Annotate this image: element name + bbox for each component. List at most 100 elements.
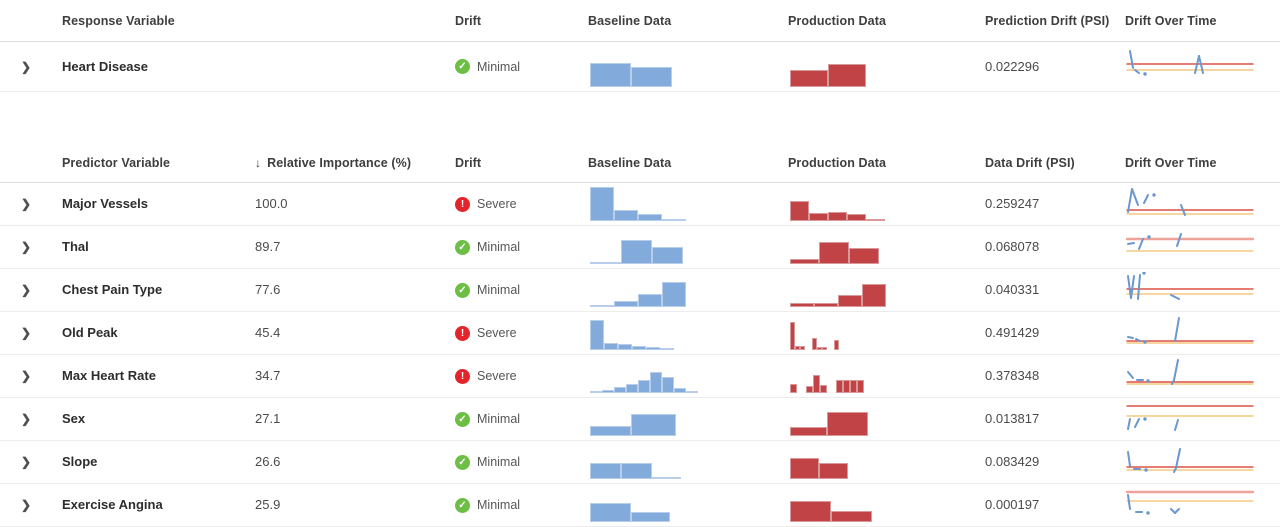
minimal-check-icon: ✓ [455, 59, 470, 74]
drift-over-time-sparkline [1125, 313, 1280, 354]
col-header-prediction-drift-psi[interactable]: Prediction Drift (PSI) [985, 13, 1110, 28]
baseline-histogram [588, 357, 788, 397]
expand-chevron-icon[interactable]: ❯ [21, 326, 32, 340]
importance-cell: 27.1 [255, 410, 455, 428]
importance-cell: 45.4 [255, 324, 455, 342]
table-row: ❯ Slope 26.6 ✓ Minimal 0.083429 [0, 441, 1280, 484]
table-row: ❯ Major Vessels 100.0 ! Severe 0.259247 [0, 183, 1280, 226]
psi-cell: 0.259247 [985, 195, 1125, 213]
baseline-histogram [588, 228, 788, 268]
minimal-check-icon: ✓ [455, 282, 470, 298]
col-header-baseline-data[interactable]: Baseline Data [588, 156, 672, 170]
psi-value: 0.013817 [985, 411, 1040, 426]
drift-over-time-sparkline [1125, 485, 1280, 526]
expand-cell: ❯ [0, 367, 62, 385]
severe-alert-icon: ! [455, 196, 470, 212]
drift-status-cell: ✓ Minimal [455, 454, 588, 470]
variable-cell: Max Heart Rate [62, 367, 255, 385]
drift-status-cell: ! Severe [455, 325, 588, 341]
col-header-drift-over-time[interactable]: Drift Over Time [1125, 156, 1217, 170]
psi-value: 0.040331 [985, 282, 1040, 297]
importance-value: 25.9 [255, 497, 281, 512]
production-histogram [788, 400, 985, 440]
psi-cell: 0.040331 [985, 281, 1125, 299]
drift-status-cell: ! Severe [455, 368, 588, 384]
table-row: ❯ Heart Disease ✓ Minimal 0.022296 [0, 42, 1280, 92]
variable-name: Slope [62, 454, 98, 469]
production-histogram [788, 228, 985, 268]
table-row: ❯ Sex 27.1 ✓ Minimal 0.013817 [0, 398, 1280, 441]
expand-chevron-icon[interactable]: ❯ [21, 412, 32, 426]
col-header-drift[interactable]: Drift [455, 13, 482, 28]
variable-name: Max Heart Rate [62, 368, 156, 383]
psi-cell: 0.378348 [985, 367, 1125, 385]
drift-status-label: Severe [477, 326, 517, 340]
expand-cell: ❯ [0, 58, 62, 76]
drift-status-label: Minimal [477, 455, 521, 469]
response-table-header: Response Variable Drift Baseline Data Pr… [0, 0, 1280, 42]
expand-chevron-icon[interactable]: ❯ [21, 498, 32, 512]
variable-cell: Old Peak [62, 324, 255, 342]
drift-over-time-sparkline [1125, 399, 1280, 440]
psi-cell: 0.013817 [985, 410, 1125, 428]
importance-value: 100.0 [255, 196, 288, 211]
table-gap [0, 92, 1280, 144]
importance-value: 26.6 [255, 454, 281, 469]
expand-chevron-icon[interactable]: ❯ [21, 59, 32, 74]
minimal-check-icon: ✓ [455, 454, 470, 470]
variable-cell: Major Vessels [62, 195, 255, 213]
expand-cell: ❯ [0, 496, 62, 514]
expand-cell: ❯ [0, 324, 62, 342]
variable-name: Chest Pain Type [62, 282, 163, 297]
psi-value: 0.083429 [985, 454, 1040, 469]
expand-chevron-icon[interactable]: ❯ [21, 455, 32, 469]
variable-name: Old Peak [62, 325, 118, 340]
col-header-predictor-variable[interactable]: Predictor Variable [62, 156, 171, 170]
drift-status-cell: ✓ Minimal [455, 411, 588, 427]
variable-cell: Sex [62, 410, 255, 428]
production-histogram [788, 357, 985, 397]
col-header-relative-importance[interactable]: ↓ Relative Importance (%) [255, 156, 455, 170]
baseline-histogram [588, 51, 788, 91]
drift-status-cell: ! Severe [455, 196, 588, 212]
expand-cell: ❯ [0, 281, 62, 299]
expand-chevron-icon[interactable]: ❯ [21, 283, 32, 297]
drift-status-label: Minimal [477, 498, 521, 512]
psi-cell: 0.000197 [985, 496, 1125, 514]
importance-cell: 34.7 [255, 367, 455, 385]
psi-value: 0.259247 [985, 196, 1040, 211]
drift-status-cell: ✓ Minimal [455, 239, 588, 255]
col-header-baseline-data[interactable]: Baseline Data [588, 13, 672, 28]
drift-status-cell: ✓ Minimal [455, 59, 588, 74]
variable-cell: Slope [62, 453, 255, 471]
psi-value: 0.000197 [985, 497, 1040, 512]
production-histogram [788, 314, 985, 354]
production-histogram [788, 486, 985, 526]
drift-over-time-sparkline [1125, 184, 1280, 225]
col-header-production-data[interactable]: Production Data [788, 156, 887, 170]
col-header-drift-over-time[interactable]: Drift Over Time [1125, 13, 1217, 28]
importance-cell: 25.9 [255, 496, 455, 514]
expand-chevron-icon[interactable]: ❯ [21, 369, 32, 383]
importance-cell: 26.6 [255, 453, 455, 471]
col-header-data-drift-psi[interactable]: Data Drift (PSI) [985, 156, 1075, 170]
col-header-drift[interactable]: Drift [455, 156, 482, 170]
col-header-response-variable[interactable]: Response Variable [62, 13, 175, 28]
expand-chevron-icon[interactable]: ❯ [21, 197, 32, 211]
importance-value: 77.6 [255, 282, 281, 297]
expand-chevron-icon[interactable]: ❯ [21, 240, 32, 254]
baseline-histogram [588, 443, 788, 483]
col-header-production-data[interactable]: Production Data [788, 13, 887, 28]
severe-alert-icon: ! [455, 368, 470, 384]
drift-status-label: Severe [477, 369, 517, 383]
importance-cell: 89.7 [255, 238, 455, 256]
variable-name: Sex [62, 411, 86, 426]
variable-name: Exercise Angina [62, 497, 163, 512]
psi-value: 0.378348 [985, 368, 1040, 383]
baseline-histogram [588, 314, 788, 354]
variable-name: Heart Disease [62, 58, 148, 74]
drift-over-time-sparkline [1125, 442, 1280, 483]
drift-status-label: Minimal [477, 59, 521, 74]
minimal-check-icon: ✓ [455, 411, 470, 427]
response-table: Response Variable Drift Baseline Data Pr… [0, 0, 1280, 92]
